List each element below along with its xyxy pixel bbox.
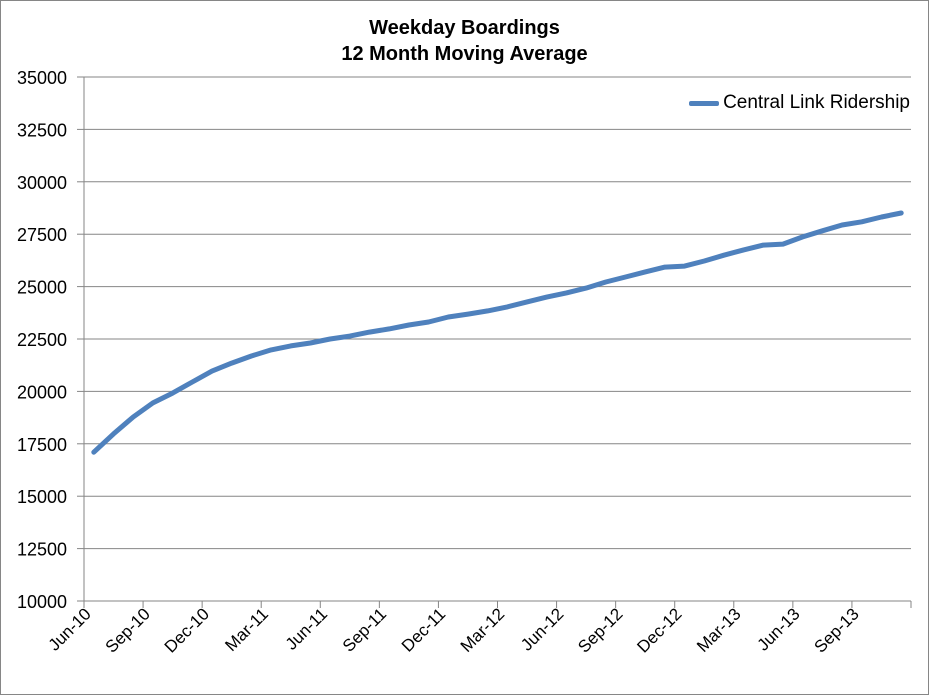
y-tick-label: 17500 [17,435,67,455]
x-tick-label: Jun-12 [517,604,567,654]
x-tick-label: Sep-13 [811,604,863,656]
x-tick-label: Jun-13 [753,604,803,654]
legend: Central Link Ridership [689,92,910,114]
legend-line-swatch-icon [689,100,720,106]
x-tick-label: Dec-10 [161,604,213,656]
y-tick-label: 22500 [17,330,67,350]
chart-title-line-1: Weekday Boardings [369,17,560,39]
y-tick-label: 12500 [17,540,67,560]
y-tick-label: 15000 [17,487,67,507]
series-line [91,210,904,455]
x-tick-label: Mar-12 [457,604,509,656]
x-tick-label: Dec-12 [633,604,685,656]
legend-label: Central Link Ridership [723,92,910,113]
y-tick-label: 35000 [17,68,67,88]
y-tick-label: 30000 [17,173,67,193]
x-tick-label: Sep-10 [102,604,154,656]
x-tick-label: Sep-12 [574,604,626,656]
y-tick-label: 32500 [17,120,67,140]
chart-title-line-2: 12 Month Moving Average [341,43,588,65]
x-tick-label: Dec-11 [398,604,449,655]
x-tick-label: Sep-11 [339,604,390,655]
y-tick-label: 27500 [17,225,67,245]
x-tick-label: Jun-11 [282,604,331,653]
y-tick-label: 25000 [17,278,67,298]
y-tick-label: 20000 [17,382,67,402]
x-tick-label: Mar-11 [221,604,272,655]
chart-title: Weekday Boardings 12 Month Moving Averag… [1,15,928,67]
x-tick-label: Mar-13 [693,604,745,656]
y-tick-label: 10000 [17,592,67,612]
